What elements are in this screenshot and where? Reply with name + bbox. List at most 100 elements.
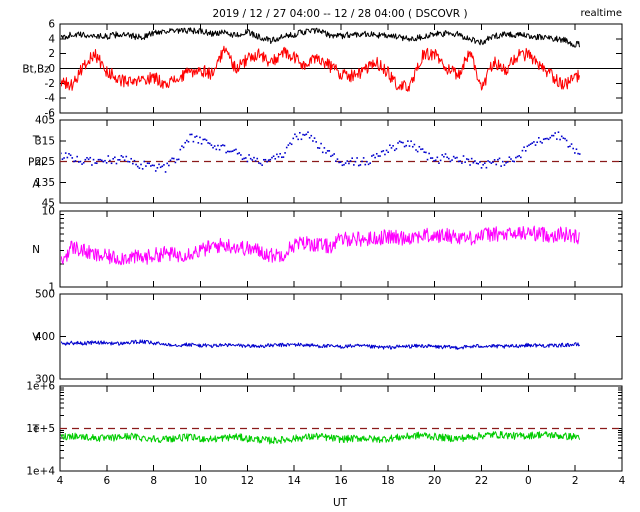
data-point (156, 167, 159, 169)
data-point (197, 142, 200, 144)
data-point (498, 157, 501, 160)
data-point (544, 137, 547, 140)
y-tick-label: -2 (45, 78, 55, 90)
data-point (294, 133, 296, 136)
data-point (348, 162, 350, 165)
data-point (570, 143, 573, 145)
panels-layer: 6420-2-4-6Bt,Bz40531522513545TPhiA101N50… (22, 19, 625, 488)
data-point (415, 149, 417, 151)
data-point (526, 145, 529, 148)
data-point (61, 152, 62, 155)
data-point (467, 158, 470, 161)
data-point (89, 156, 92, 159)
data-point (82, 161, 85, 164)
y-tick-label: 135 (35, 177, 55, 189)
data-point (127, 160, 129, 163)
data-point (361, 160, 363, 163)
data-point (449, 160, 452, 163)
data-point (371, 155, 373, 157)
data-point (359, 164, 362, 166)
data-point (569, 145, 571, 148)
data-point (397, 142, 399, 144)
data-point (374, 156, 376, 159)
traces (61, 339, 580, 350)
data-point (335, 160, 337, 162)
data-point (243, 157, 245, 160)
data-point (541, 142, 543, 144)
data-point (145, 165, 147, 167)
data-point (380, 150, 383, 153)
data-point (505, 161, 507, 164)
data-point (300, 138, 303, 141)
data-point (480, 167, 483, 169)
data-point (140, 163, 142, 166)
data-point (464, 161, 466, 163)
data-point (523, 146, 525, 149)
data-point (187, 140, 190, 143)
x-tick-label: 14 (287, 475, 301, 487)
data-point (141, 168, 144, 170)
data-point (506, 161, 509, 163)
data-point (230, 150, 232, 153)
data-point (493, 159, 496, 161)
y-tick-label: 400 (35, 331, 55, 343)
data-point (392, 145, 394, 147)
data-point (408, 145, 411, 147)
data-point (159, 166, 162, 169)
data-point (538, 137, 540, 139)
data-point (100, 159, 103, 162)
data-point (222, 144, 224, 146)
realtime-badge: realtime (580, 8, 622, 19)
data-point (136, 165, 139, 168)
data-point (143, 160, 146, 163)
data-point (105, 162, 108, 164)
data-point (454, 157, 457, 159)
data-point (269, 158, 272, 161)
data-point (556, 138, 558, 140)
data-point (429, 157, 432, 159)
data-point (387, 151, 390, 153)
data-point (411, 145, 414, 148)
data-point (151, 164, 154, 167)
data-point (510, 158, 512, 160)
data-point (228, 150, 231, 153)
data-point (351, 157, 353, 160)
data-point (254, 160, 257, 162)
data-point (410, 140, 412, 143)
data-point (79, 160, 82, 163)
data-point (356, 157, 358, 159)
x-tick-label: 2 (572, 475, 579, 487)
data-point (475, 162, 478, 165)
data-point (495, 163, 498, 166)
x-tick-label: 12 (241, 475, 254, 487)
data-point (488, 161, 491, 163)
data-point (289, 142, 291, 145)
data-point (189, 133, 191, 136)
data-point (557, 131, 560, 133)
data-point (102, 160, 105, 163)
data-point (130, 157, 132, 160)
data-point (533, 141, 535, 143)
data-point (443, 155, 445, 158)
data-point (246, 160, 249, 163)
data-point (158, 163, 160, 166)
data-point (96, 162, 98, 165)
data-point (438, 162, 440, 164)
data-point (310, 134, 313, 137)
data-point (266, 160, 268, 163)
data-point (71, 157, 74, 159)
data-point (146, 162, 149, 164)
data-point (223, 144, 226, 147)
data-point (534, 144, 537, 146)
data-point (97, 158, 100, 161)
data-point (114, 156, 116, 159)
data-point (253, 156, 255, 159)
traces (61, 27, 580, 92)
data-point (379, 155, 381, 157)
data-point (513, 160, 516, 163)
data-point (567, 146, 570, 148)
data-point (68, 153, 70, 155)
chart-title: 2019 / 12 / 27 04:00 -- 12 / 28 04:00 ( … (212, 8, 467, 20)
data-point (117, 159, 119, 161)
data-point (402, 141, 404, 144)
